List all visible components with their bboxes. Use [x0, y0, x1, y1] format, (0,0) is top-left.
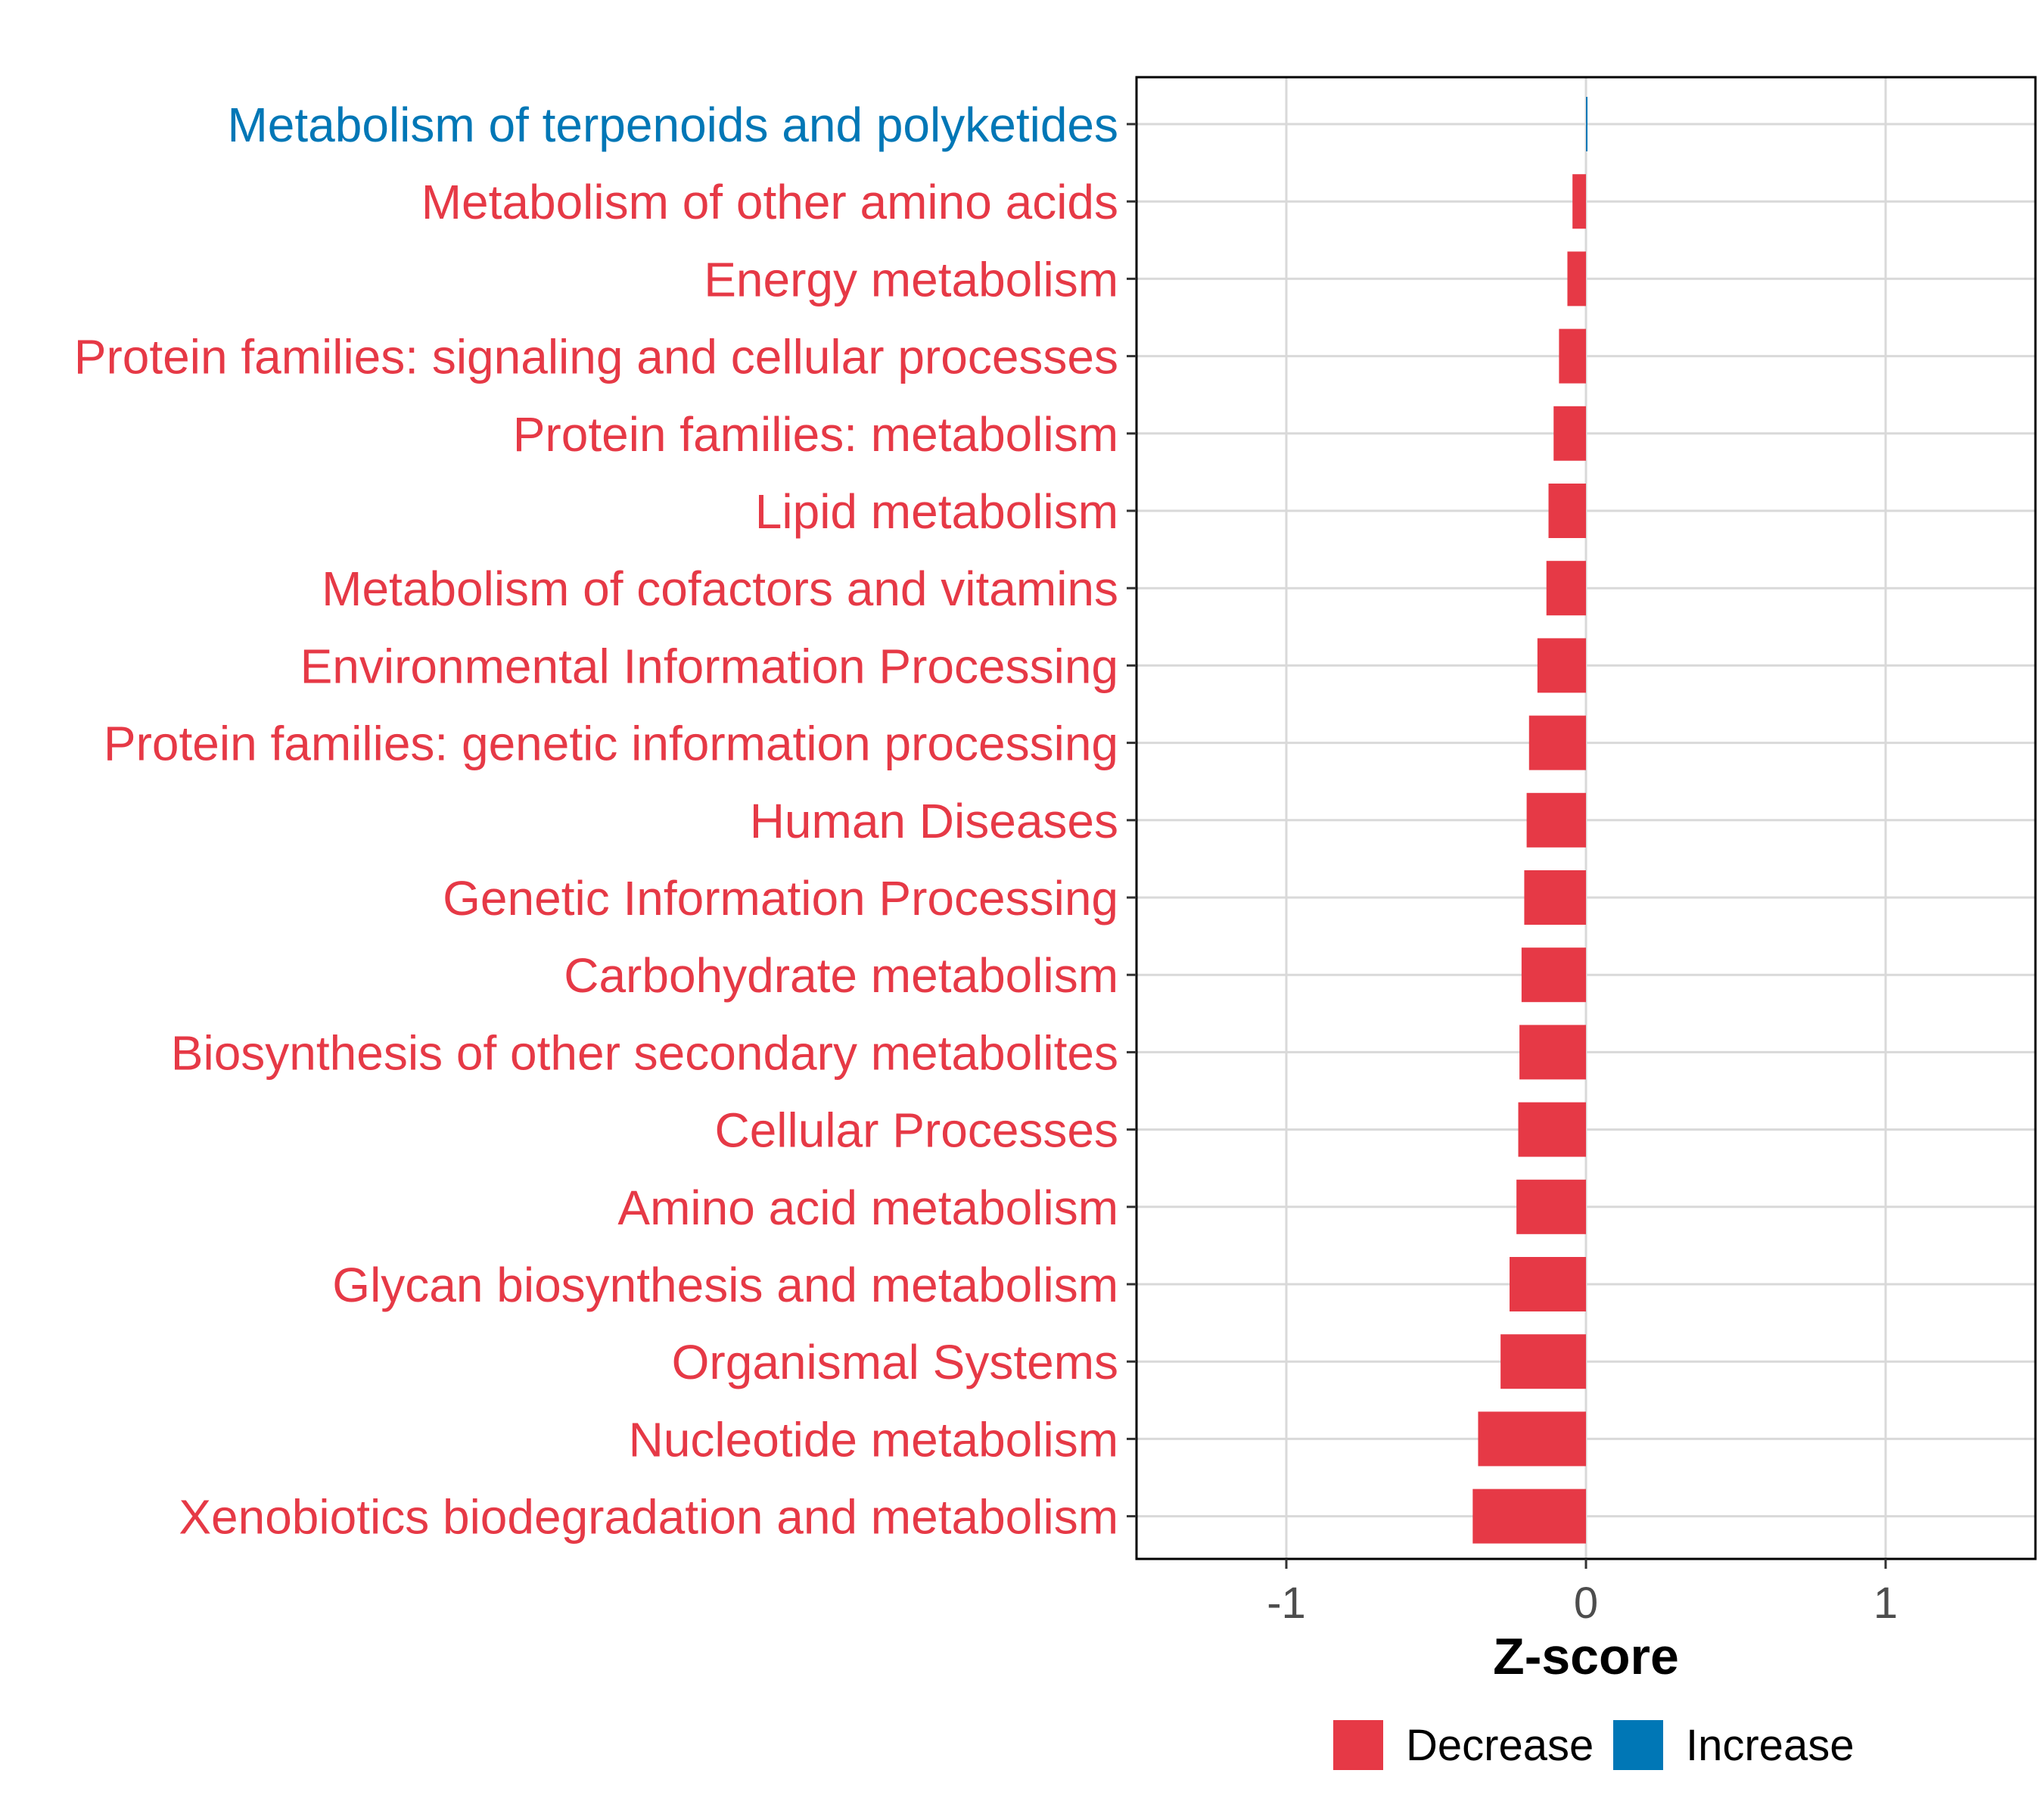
- bar: [1478, 1411, 1586, 1467]
- category-label: Nucleotide metabolism: [629, 1412, 1118, 1467]
- category-label: Metabolism of terpenoids and polyketides: [227, 98, 1118, 152]
- category-label: Protein families: genetic information pr…: [104, 717, 1118, 771]
- bar: [1572, 174, 1586, 229]
- category-label: Xenobiotics biodegradation and metabolis…: [179, 1490, 1118, 1545]
- category-label: Biosynthesis of other secondary metaboli…: [171, 1025, 1118, 1080]
- bar: [1518, 1102, 1586, 1157]
- bar: [1524, 870, 1586, 925]
- category-label: Metabolism of other amino acids: [421, 175, 1118, 229]
- legend-label-decrease: Decrease: [1406, 1721, 1594, 1770]
- category-label: Protein families: metabolism: [513, 407, 1118, 462]
- bar: [1510, 1257, 1586, 1311]
- bar: [1519, 1025, 1586, 1080]
- bar: [1472, 1489, 1586, 1544]
- category-label: Energy metabolism: [704, 252, 1118, 306]
- category-label: Metabolism of cofactors and vitamins: [322, 562, 1118, 616]
- x-axis-title: Z-score: [1493, 1628, 1679, 1685]
- category-label: Glycan biosynthesis and metabolism: [332, 1258, 1118, 1312]
- category-label: Lipid metabolism: [755, 484, 1118, 539]
- bar: [1553, 406, 1586, 461]
- bar: [1559, 328, 1586, 384]
- category-label: Human Diseases: [750, 794, 1118, 848]
- bar: [1537, 638, 1586, 693]
- category-label: Environmental Information Processing: [300, 639, 1118, 693]
- bar: [1521, 947, 1586, 1003]
- bar: [1526, 792, 1586, 848]
- category-label: Cellular Processes: [714, 1103, 1118, 1158]
- bar: [1567, 251, 1586, 306]
- x-tick-label: -1: [1267, 1579, 1306, 1628]
- category-label: Amino acid metabolism: [617, 1181, 1118, 1235]
- x-tick-label: 0: [1574, 1579, 1598, 1628]
- legend-key-increase: [1613, 1720, 1663, 1770]
- bar: [1528, 715, 1586, 770]
- category-label: Protein families: signaling and cellular…: [74, 330, 1118, 384]
- x-tick-label: 1: [1874, 1579, 1898, 1628]
- bar: [1548, 484, 1586, 538]
- bar: [1500, 1334, 1586, 1389]
- category-label: Genetic Information Processing: [443, 871, 1118, 926]
- bar: [1586, 97, 1587, 151]
- bar: [1516, 1179, 1586, 1234]
- legend-key-decrease: [1333, 1720, 1383, 1770]
- category-label: Organismal Systems: [672, 1335, 1118, 1389]
- bar: [1546, 561, 1586, 616]
- category-label: Carbohydrate metabolism: [564, 948, 1118, 1003]
- legend-label-increase: Increase: [1686, 1721, 1854, 1770]
